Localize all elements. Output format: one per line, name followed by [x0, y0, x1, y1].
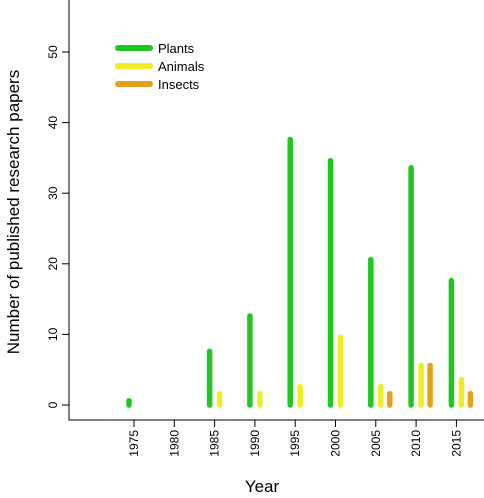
- bar-insects-2005: [387, 390, 393, 408]
- y-tick-label: 0: [46, 401, 60, 408]
- bar-insects-2015: [467, 390, 474, 408]
- y-tick-label: 50: [46, 45, 60, 59]
- bar-plants-2010: [408, 164, 414, 408]
- x-tick-label: 1995: [288, 430, 302, 457]
- bar-animals-1985: [216, 390, 223, 408]
- x-tick-label: 1975: [127, 430, 141, 457]
- plot-frame: [68, 0, 484, 421]
- bar-plants-1995: [287, 136, 293, 408]
- y-tick-label: 30: [46, 186, 60, 200]
- axes: 0 10 20 30 40 50 1975 1980 1985 1990 1995 2000 2005 2…: [46, 0, 484, 457]
- y-tick-label: 40: [46, 116, 60, 130]
- bar-plants-2015: [448, 277, 455, 408]
- bar-animals-2010: [418, 362, 424, 408]
- bar-plants-1990: [247, 313, 253, 408]
- legend: Plants Animals Insects: [115, 41, 205, 92]
- x-tick-label: 2010: [409, 430, 423, 457]
- bar-plants-2000: [327, 157, 334, 408]
- x-tick-label: 2015: [449, 430, 463, 457]
- bar-animals-2000: [337, 334, 344, 408]
- y-axis-title: Number of published research papers: [4, 70, 23, 354]
- y-tick-label: 20: [46, 257, 60, 271]
- bar-plants-2005: [368, 256, 374, 408]
- legend-label-insects: Insects: [158, 77, 200, 92]
- x-tick-label: 1985: [208, 430, 222, 457]
- bar-plants-1985: [206, 348, 213, 408]
- bar-insects-2010: [427, 362, 433, 408]
- legend-label-plants: Plants: [158, 41, 195, 56]
- legend-label-animals: Animals: [158, 59, 205, 74]
- y-tick-label: 10: [46, 327, 60, 341]
- x-tick-label: 2000: [329, 430, 343, 457]
- bar-animals-2015: [458, 376, 465, 408]
- x-tick-label: 2005: [369, 430, 383, 457]
- bar-plants-1975: [126, 397, 132, 408]
- x-tick-label: 1980: [167, 430, 181, 457]
- x-tick-label: 1990: [248, 430, 262, 457]
- bars: [126, 136, 474, 408]
- bar-animals-1995: [297, 383, 303, 408]
- bar-animals-2005: [378, 383, 384, 408]
- bar-animals-1990: [257, 390, 263, 408]
- x-axis-title: Year: [245, 477, 280, 496]
